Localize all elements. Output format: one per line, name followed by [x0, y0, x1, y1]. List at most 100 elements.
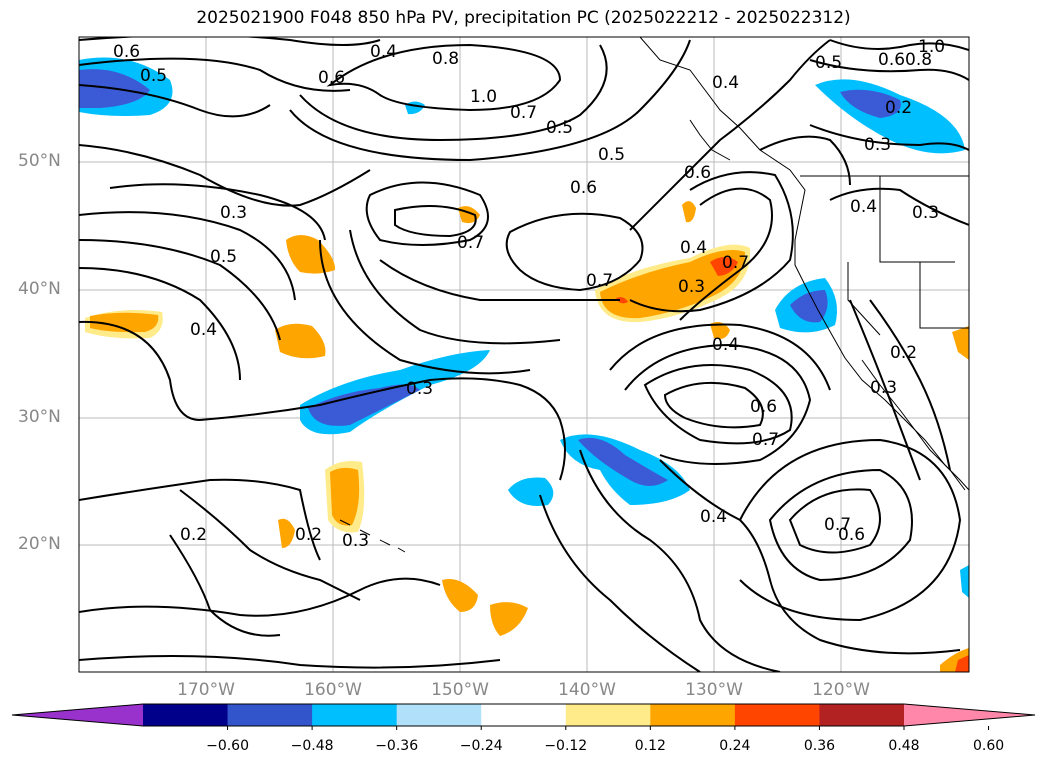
colorbar-segment	[819, 704, 905, 726]
colorbar-segment	[227, 704, 313, 726]
contour-label: 0.6	[684, 163, 711, 183]
contour-label: 0.2	[295, 525, 322, 545]
contour-label: 0.2	[180, 525, 207, 545]
colorbar-tick-label: 0.60	[972, 738, 1005, 754]
lon-label: 140°W	[558, 680, 616, 700]
colorbar-tick-label: −0.24	[459, 738, 503, 754]
colorbar-tick-label: −0.60	[206, 738, 249, 754]
contour-label: 0.7	[510, 103, 537, 123]
contour-label: 0.6	[750, 397, 777, 417]
gridlines	[79, 37, 969, 672]
positive-precip-areas	[85, 201, 969, 672]
lon-label: 150°W	[431, 680, 489, 700]
neg-area-ne-core	[840, 89, 901, 118]
contour-label: 0.3	[220, 203, 247, 223]
contour-label: 0.4	[850, 197, 877, 217]
state-border-3	[847, 262, 881, 336]
pos-area-main-core	[710, 257, 738, 276]
neg-area-small-s	[508, 477, 554, 506]
canada-coast-west	[689, 119, 731, 161]
contour-label: 0.6	[318, 68, 345, 88]
contour-label: 0.6	[113, 42, 140, 62]
colorbar-segment	[396, 704, 482, 726]
contour-label: 0.4	[370, 42, 397, 62]
neg-area-small-n	[405, 101, 425, 115]
neg-area-subtropical-core	[308, 384, 420, 426]
contour-label: 0.2	[885, 98, 912, 118]
colorbar-tick-label: 0.24	[719, 738, 751, 754]
contour-label: 0.3	[912, 203, 939, 223]
contour-label: 0.4	[680, 238, 707, 258]
lon-label: 130°W	[685, 680, 743, 700]
colorbar-segment	[565, 704, 651, 726]
pos-area-j	[952, 326, 969, 360]
colorbar-segment	[734, 704, 820, 726]
map-title: 2025021900 F048 850 hPa PV, precipitatio…	[196, 8, 851, 28]
colorbar-tick-label: −0.12	[544, 738, 588, 754]
colorbar-outline	[11, 703, 1036, 727]
contour-label: 0.5	[210, 247, 237, 267]
contour-labels: 0.6 0.5 0.4 0.8 0.6 1.0 0.7 0.5 0.5 0.6 …	[113, 37, 945, 551]
pos-area-h	[442, 579, 478, 612]
pos-area-i	[490, 602, 528, 636]
contour-label: 0.4	[190, 320, 217, 340]
contour-label: 0.4	[700, 507, 727, 527]
contour-label: 0.5	[546, 118, 573, 138]
neg-area-california-core	[790, 290, 828, 323]
contour-label: 0.5	[815, 53, 842, 73]
colorbar-extend-max	[904, 704, 1035, 726]
pos-area-main	[600, 249, 745, 319]
lon-label: 160°W	[304, 680, 362, 700]
contour-label: 0.4	[712, 73, 739, 93]
contour-label: 1.0	[470, 87, 497, 107]
pos-area-e	[710, 322, 730, 339]
lat-label: 30°N	[18, 407, 61, 427]
colorbar-tick-label: 0.48	[888, 738, 920, 754]
coastlines	[339, 37, 969, 553]
colorbar-segment	[481, 704, 567, 726]
lon-label: 170°W	[177, 680, 235, 700]
contour-label: 0.3	[864, 135, 891, 155]
map-frame	[78, 36, 970, 673]
contour-label: 0.7	[722, 253, 749, 273]
colorbar-extend-min	[12, 704, 143, 726]
pos-area-k-core	[955, 655, 969, 672]
contour-label: 0.2	[890, 343, 917, 363]
neg-area-central-core	[578, 437, 668, 486]
pos-area-c	[458, 206, 480, 224]
lat-label: 20°N	[18, 534, 61, 554]
contour-label: 1.0	[918, 37, 945, 57]
pos-area-a	[286, 235, 336, 274]
colorbar	[11, 703, 1036, 730]
state-border-1	[879, 176, 955, 263]
contour-label: 0.3	[678, 277, 705, 297]
neg-area-east-edge	[960, 565, 969, 598]
pos-area-b	[275, 323, 326, 359]
pos-area-d	[682, 201, 696, 223]
colorbar-segment	[143, 704, 229, 726]
north-america-coast	[639, 37, 969, 491]
colorbar-tick-label: −0.48	[290, 738, 334, 754]
contour-label: 0.3	[870, 378, 897, 398]
lat-label: 40°N	[18, 279, 61, 299]
lat-label: 50°N	[18, 151, 61, 171]
contour-label: 0.6	[878, 50, 905, 70]
pv-contours	[79, 37, 969, 672]
colorbar-tick-label: −0.36	[375, 738, 419, 754]
colorbar-segment	[312, 704, 398, 726]
contour-label: 0.8	[432, 49, 459, 69]
pos-area-west-core	[90, 312, 159, 333]
hawaii-islands	[339, 519, 406, 553]
contour-label: 0.7	[824, 515, 851, 535]
contour-label: 0.8	[905, 50, 932, 70]
contour-label: 0.6	[838, 525, 865, 545]
pos-area-g	[278, 518, 295, 548]
contour-label: 0.3	[406, 379, 433, 399]
contour-label: 0.4	[712, 335, 739, 355]
colorbar-segment	[650, 704, 736, 726]
state-border-2	[919, 262, 969, 329]
contour-label: 0.3	[342, 531, 369, 551]
pos-area-main-core2	[616, 297, 628, 304]
colorbar-tick-label: 0.12	[634, 738, 666, 754]
